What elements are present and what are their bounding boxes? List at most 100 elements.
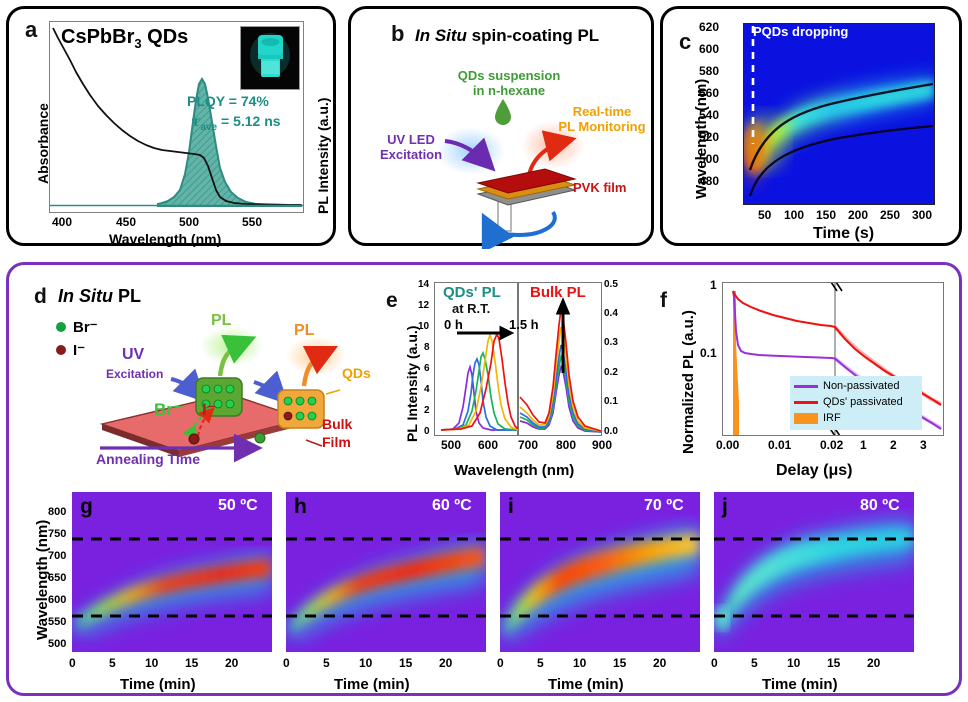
panel-f-xtick-002: 0.02 xyxy=(820,438,844,452)
panel-c-xtick-50: 50 xyxy=(758,208,772,222)
green-qd-cube xyxy=(195,377,243,417)
panel-g-xtick-5: 5 xyxy=(109,656,116,670)
panel-b-letter: b xyxy=(391,21,405,46)
panel-e-arrow-start-label: 0 h xyxy=(444,317,463,332)
panel-j-xtick-10: 10 xyxy=(787,656,801,670)
panel-g-xtick-0: 0 xyxy=(69,656,76,670)
panel-c-ytick-500: 500 xyxy=(699,152,720,166)
panel-e-ytick-6: 6 xyxy=(424,363,430,374)
panel-d-title: In Situ PL xyxy=(58,287,141,306)
panel-e-ytick-r-03: 0.3 xyxy=(604,337,618,348)
panel-e-ytick-2: 2 xyxy=(424,405,430,416)
panel-a-title: CsPbBr3 QDs xyxy=(61,27,188,51)
panel-c-heatmap xyxy=(744,24,934,204)
panel-g-ytick-750: 750 xyxy=(48,528,67,540)
panel-g-letter: g xyxy=(80,495,93,518)
panel-c-ytick-620: 620 xyxy=(699,20,720,34)
panel-a-svg xyxy=(50,27,303,207)
panel-e-svg xyxy=(440,283,601,435)
panel-c-ytick-580: 580 xyxy=(699,64,720,78)
panel-f-xtick-000: 0.00 xyxy=(716,438,740,452)
panel-e-left-subtitle: at R.T. xyxy=(452,301,491,316)
panel-j-letter: j xyxy=(722,495,728,518)
legend-row-non-passivated: Non-passivated xyxy=(794,378,918,394)
panel-e-arrow-end-label: 1.5 h xyxy=(509,317,539,332)
br-dot-icon xyxy=(56,322,66,332)
panel-a-plqy-annotation: PLQY = 74% xyxy=(187,93,269,109)
panel-e-container: e PL Intensity (a.u.) Wavelength (nm) 14… xyxy=(386,268,648,486)
panel-i-xtick-0: 0 xyxy=(497,656,504,670)
panel-e-ytick-r-02: 0.2 xyxy=(604,367,618,378)
panel-c-letter: c xyxy=(679,29,692,54)
legend-item-br: Br⁻ xyxy=(56,318,98,336)
panel-j-xtick-20: 20 xyxy=(867,656,881,670)
panel-h-temperature: 60 ºC xyxy=(432,497,472,514)
panel-c-ytick-600: 600 xyxy=(699,42,720,56)
panel-j-xtick-5: 5 xyxy=(751,656,758,670)
fill-swatch-irf-icon xyxy=(794,412,818,424)
panel-f-xtick-2: 2 xyxy=(890,438,897,452)
panel-d-pl-green-label: PL xyxy=(211,312,232,329)
panel-b-schematic xyxy=(437,99,585,249)
panel-j-temperature: 80 ºC xyxy=(860,497,900,514)
panel-g-xtick-15: 15 xyxy=(185,656,199,670)
panel-e-left-title: QDs' PL xyxy=(443,284,501,301)
panel-b-pvk-film-label: PVK film xyxy=(573,180,627,195)
panel-i-letter: i xyxy=(508,495,514,518)
panel-f-container: f Normalized PL (a.u.) Delay (μs) 1 0.1 xyxy=(648,268,958,486)
panel-a-tau-annotation: τave = 5.12 ns xyxy=(191,113,281,133)
panel-e-ytick-14: 14 xyxy=(418,279,430,290)
panel-j-xlabel: Time (min) xyxy=(762,676,838,693)
panel-h-heatmap xyxy=(286,492,486,652)
panel-c-ytick-540: 540 xyxy=(699,108,720,122)
panel-c-plot xyxy=(743,23,935,205)
panel-g-xtick-20: 20 xyxy=(225,656,239,670)
panel-i-plot xyxy=(500,492,700,652)
panel-d-schematic xyxy=(99,326,346,463)
legend-label-non-passivated: Non-passivated xyxy=(823,380,900,392)
panel-i-xtick-20: 20 xyxy=(653,656,667,670)
panel-e-letter: e xyxy=(386,289,398,312)
panel-b-realtime-label: Real-time PL Monitoring xyxy=(558,104,646,134)
panel-d-title-rest: PL xyxy=(113,286,142,306)
panel-j-plot xyxy=(714,492,914,652)
panel-d-annealing-time-label: Annealing Time xyxy=(96,451,200,467)
panel-e-ylabel: PL Intensity (a.u.) xyxy=(404,325,420,442)
panel-f-xtick-1: 1 xyxy=(860,438,867,452)
panel-g-xtick-10: 10 xyxy=(145,656,159,670)
line-swatch-qds-passivated-icon xyxy=(794,400,818,404)
legend-row-irf: IRF xyxy=(794,410,918,426)
legend-item-i: I⁻ xyxy=(56,341,98,359)
panel-e-ytick-4: 4 xyxy=(424,384,430,395)
panel-h-xtick-10: 10 xyxy=(359,656,373,670)
legend-label-br: Br⁻ xyxy=(73,319,98,336)
panel-b-title-rest: spin-coating PL xyxy=(466,26,600,45)
panel-g-ytick-550: 550 xyxy=(48,616,67,628)
panel-h-xtick-20: 20 xyxy=(439,656,453,670)
panel-a-xtick-450: 450 xyxy=(116,215,137,229)
panel-d-legend: Br⁻ I⁻ xyxy=(56,318,98,359)
panel-e-ytick-r-01: 0.1 xyxy=(604,396,618,407)
panel-a-xlabel: Wavelength (nm) xyxy=(109,231,222,247)
panel-i-heatmap xyxy=(500,492,700,652)
panel-d-i-ion-label: I⁻ xyxy=(202,400,216,419)
panel-g-ytick-500: 500 xyxy=(48,638,67,650)
panel-h-xtick-15: 15 xyxy=(399,656,413,670)
panel-j-heatmap xyxy=(714,492,914,652)
panel-i-xlabel: Time (min) xyxy=(548,676,624,693)
panel-e-xtick-900: 900 xyxy=(592,438,613,452)
panel-d-bulk-film-label: Bulk Film xyxy=(322,416,353,450)
panel-j-xtick-15: 15 xyxy=(827,656,841,670)
line-swatch-non-passivated-icon xyxy=(794,384,818,388)
panel-g-ytick-650: 650 xyxy=(48,572,67,584)
panel-g-ytick-800: 800 xyxy=(48,506,67,518)
panel-e-right-title: Bulk PL xyxy=(530,284,586,301)
panel-b-container: b In Situ spin-coating PL xyxy=(348,6,654,249)
panel-a-ylabel-right: PL Intensity (a.u.) xyxy=(315,97,331,214)
panel-e-ytick-r-00: 0.0 xyxy=(604,426,618,437)
panel-c-ytick-520: 520 xyxy=(699,130,720,144)
panel-g-temperature: 50 ºC xyxy=(218,497,258,514)
legend-label-irf: IRF xyxy=(823,412,841,424)
panel-c-xtick-200: 200 xyxy=(848,208,869,222)
panel-c-xlabel: Time (s) xyxy=(813,225,875,242)
